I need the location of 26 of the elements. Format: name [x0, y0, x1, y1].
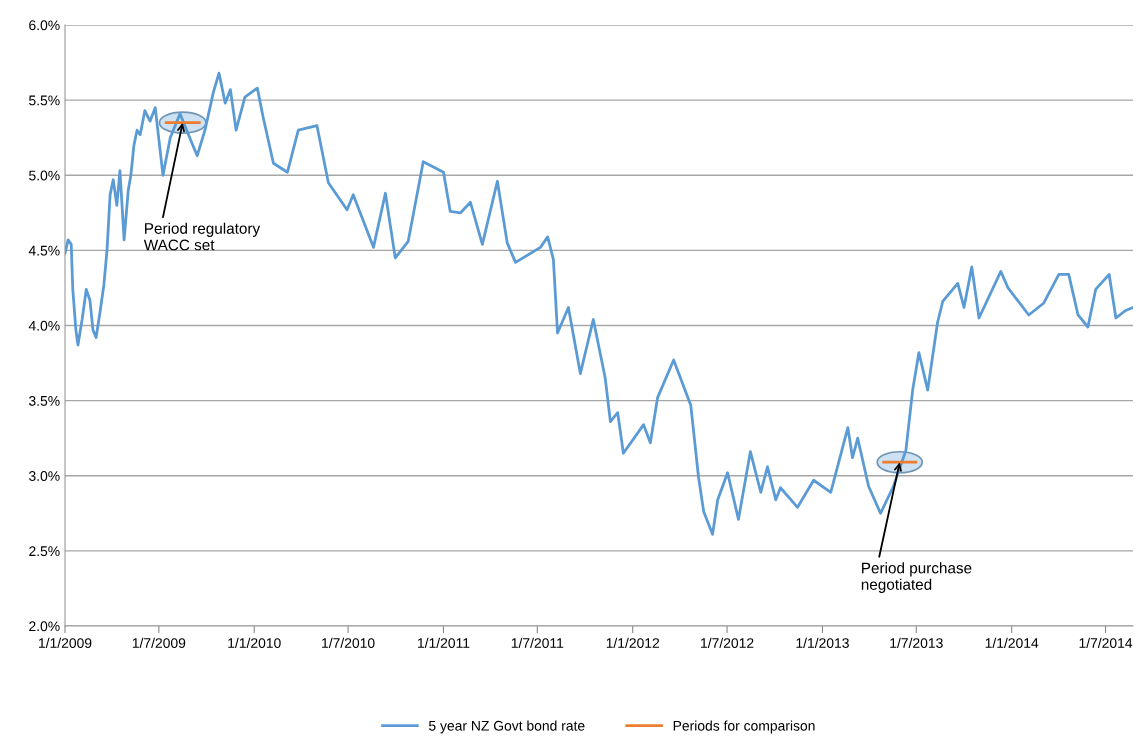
x-tick-label: 1/7/2010 [322, 637, 375, 649]
y-tick-label: 5.5% [29, 95, 60, 106]
x-tick-label: 1/1/2009 [39, 637, 92, 649]
annotation: Period regulatory WACC set [143, 222, 261, 251]
y-tick-label: 6.0% [29, 20, 60, 31]
y-tick-label: 5.0% [29, 170, 60, 181]
x-tick-label: 1/7/2013 [890, 637, 943, 649]
x-tick-label: 1/7/2009 [132, 637, 186, 649]
x-tick-label: 1/7/2012 [701, 637, 754, 649]
y-tick-label: 4.5% [28, 245, 60, 256]
y-tick-label: 4.0% [28, 320, 60, 331]
legend-label: Periods for comparison [673, 720, 815, 734]
y-tick-label: 3.5% [29, 395, 60, 406]
legend-label: 5 year NZ Govt bond rate [428, 720, 585, 734]
x-tick-label: 1/1/2014 [985, 637, 1039, 649]
y-tick-label: 2.0% [29, 621, 60, 632]
y-tick-label: 3.0% [29, 471, 60, 481]
x-tick-label: 1/1/2013 [796, 637, 849, 649]
annotation: Period purchase negotiated [861, 562, 972, 593]
y-tick-label: 2.5% [29, 546, 60, 557]
x-tick-label: 1/1/2012 [606, 637, 660, 649]
x-tick-label: 1/1/2011 [418, 637, 470, 649]
x-tick-label: 1/7/2011 [511, 637, 564, 649]
line-series [65, 71, 1133, 536]
x-tick-label: 1/7/2014 [1079, 637, 1133, 649]
x-tick-label: 1/1/2010 [228, 637, 281, 649]
